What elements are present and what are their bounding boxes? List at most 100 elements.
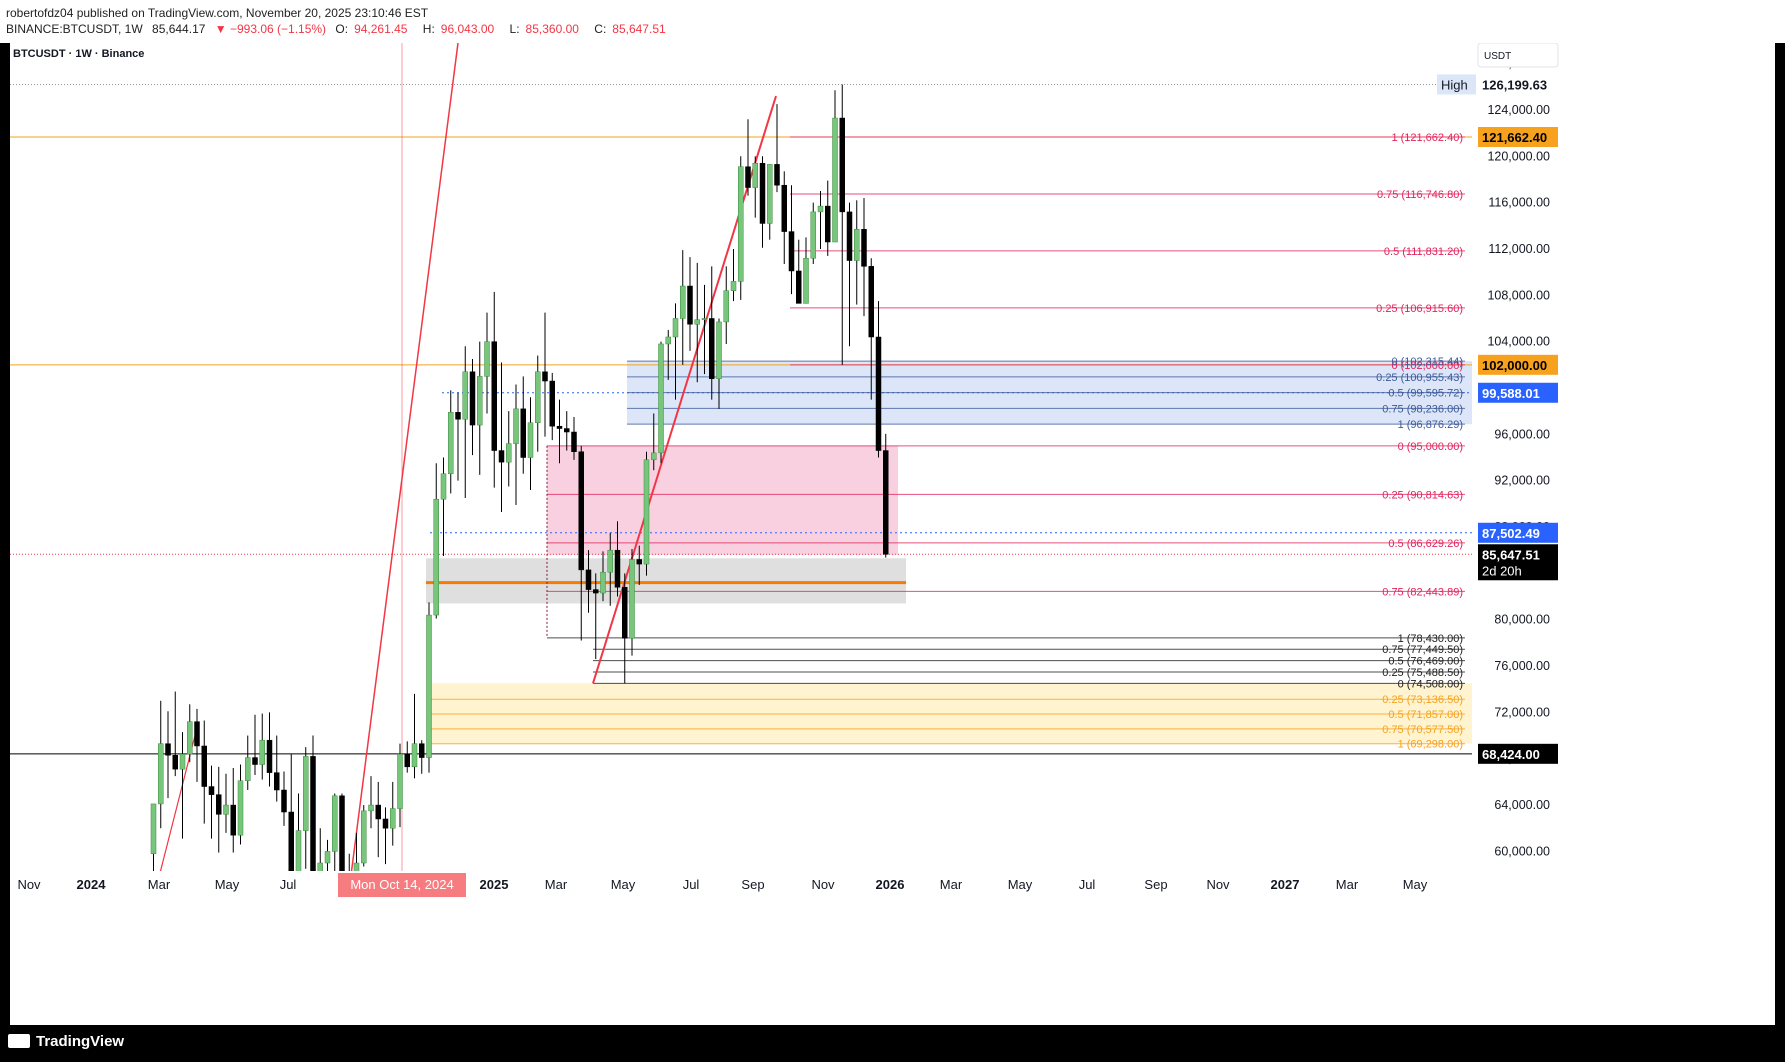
x-tick-label: Mar [148, 877, 171, 892]
candle-body [629, 559, 635, 639]
candle-body [520, 408, 526, 458]
candle-body [607, 549, 613, 573]
candle-body [600, 571, 606, 594]
candle-body [259, 739, 265, 765]
tradingview-logo[interactable]: TradingView [8, 1033, 124, 1050]
candle-body [861, 229, 867, 267]
candle-body [419, 743, 425, 758]
candle-body [716, 321, 722, 379]
fib-label: 1 (78,430.00) [1398, 633, 1463, 645]
y-tick-label: 108,000.00 [1487, 288, 1550, 302]
fib-label: 0 (95,000.00) [1398, 441, 1463, 453]
price-label-bg [1478, 743, 1558, 764]
y-tick-label: 92,000.00 [1494, 474, 1550, 488]
candle-body [767, 164, 773, 224]
candle-body [295, 830, 302, 875]
candle-body [230, 804, 236, 836]
zone-pink [547, 445, 898, 555]
price-tag-bg [1437, 74, 1476, 95]
candle-body [846, 211, 853, 261]
open-value: 94,261.45 [354, 22, 408, 36]
candle-body [752, 162, 758, 188]
candle-body [643, 459, 650, 565]
chart-area[interactable]: BTCUSDT · 1W · Binance 1 (121,662.40) 0.75… [10, 42, 1775, 1025]
fib-label: 0.75 (82,443.89) [1382, 586, 1463, 598]
candle-body [723, 290, 729, 323]
candle-body [165, 743, 171, 756]
candle-body [680, 285, 686, 319]
candle-body [817, 205, 824, 213]
fib-label: 0.75 (98,236.00) [1382, 403, 1463, 415]
candle-body [237, 780, 244, 836]
published-line: robertofdz04 published on TradingView.co… [6, 6, 429, 20]
x-tick-label: Nov [17, 877, 41, 892]
candle-body [158, 743, 164, 805]
candle-body [651, 452, 657, 461]
candle-body [339, 795, 345, 875]
candle-body [636, 559, 642, 565]
trend-line-2 [159, 735, 196, 874]
crosshair-date-label: Mon Oct 14, 2024 [350, 877, 453, 892]
time-axis-bg [10, 871, 1476, 1025]
x-tick-label: Jul [1079, 877, 1096, 892]
x-tick-label: Jul [683, 877, 700, 892]
y-tick-label: 64,000.00 [1494, 798, 1550, 812]
fib-label: 0.25 (106,915.60) [1376, 303, 1463, 315]
candle-body [781, 184, 787, 232]
x-tick-label: Mar [1336, 877, 1359, 892]
fib-label: 0.5 (76,469.00) [1388, 656, 1463, 668]
candle-body [730, 281, 737, 291]
x-tick-label: Sep [1144, 877, 1167, 892]
candle-body [150, 803, 157, 854]
candle-body [701, 318, 708, 320]
candle-body [745, 166, 751, 188]
candle-body [288, 811, 294, 875]
price-label: 85,647.51 [1482, 547, 1540, 562]
candle-body [194, 721, 200, 747]
price-label-bg [1478, 522, 1558, 543]
candle-body [484, 341, 490, 377]
fib-label: 0.75 (77,449.50) [1382, 644, 1463, 656]
candle-body [549, 380, 555, 427]
open-label: O: [335, 22, 349, 36]
tradingview-brand: TradingView [36, 1033, 125, 1050]
candlestick-chart[interactable]: BTCUSDT · 1W · Binance 1 (121,662.40) 0.75… [10, 42, 1775, 1025]
price-label: 87,502.49 [1482, 526, 1540, 541]
candle-body [556, 425, 563, 429]
candle-body [709, 318, 715, 379]
y-tick-label: 76,000.00 [1494, 659, 1550, 673]
x-tick-label: Sep [741, 877, 764, 892]
price-label-bg [1478, 354, 1558, 375]
x-tick-label: Mar [545, 877, 568, 892]
candle-body [839, 117, 845, 213]
x-tick-label: Mar [940, 877, 963, 892]
fib-label: 1 (96,876.29) [1398, 419, 1463, 431]
candle-body [694, 319, 700, 325]
candle-body [854, 229, 860, 261]
candle-body [179, 753, 186, 770]
y-tick-label: 112,000.00 [1488, 242, 1550, 256]
candle-body [324, 851, 331, 864]
y-tick-label: 80,000.00 [1494, 613, 1550, 627]
candle-body [390, 808, 396, 829]
y-tick-label: 124,000.00 [1487, 103, 1550, 117]
candle-body [542, 371, 548, 382]
price-label: 102,000.00 [1482, 358, 1547, 373]
candle-body [796, 270, 802, 304]
price-label-bg [1478, 544, 1558, 581]
candle-body [738, 166, 744, 282]
candle-body [245, 757, 251, 781]
y-tick-label: 120,000.00 [1487, 149, 1550, 163]
fib-label: 0.75 (70,577.50) [1382, 724, 1463, 736]
low-value: 85,360.00 [525, 22, 579, 36]
x-tick-label: May [215, 877, 240, 892]
candle-body [868, 266, 874, 338]
candle-body [622, 587, 628, 639]
x-tick-label: May [1008, 877, 1033, 892]
y-tick-label: 96,000.00 [1494, 427, 1550, 441]
candle-body [281, 789, 287, 813]
candle-body [303, 756, 309, 831]
candle-body [535, 371, 541, 423]
currency-label: USDT [1484, 51, 1511, 62]
candle-body [825, 205, 831, 243]
